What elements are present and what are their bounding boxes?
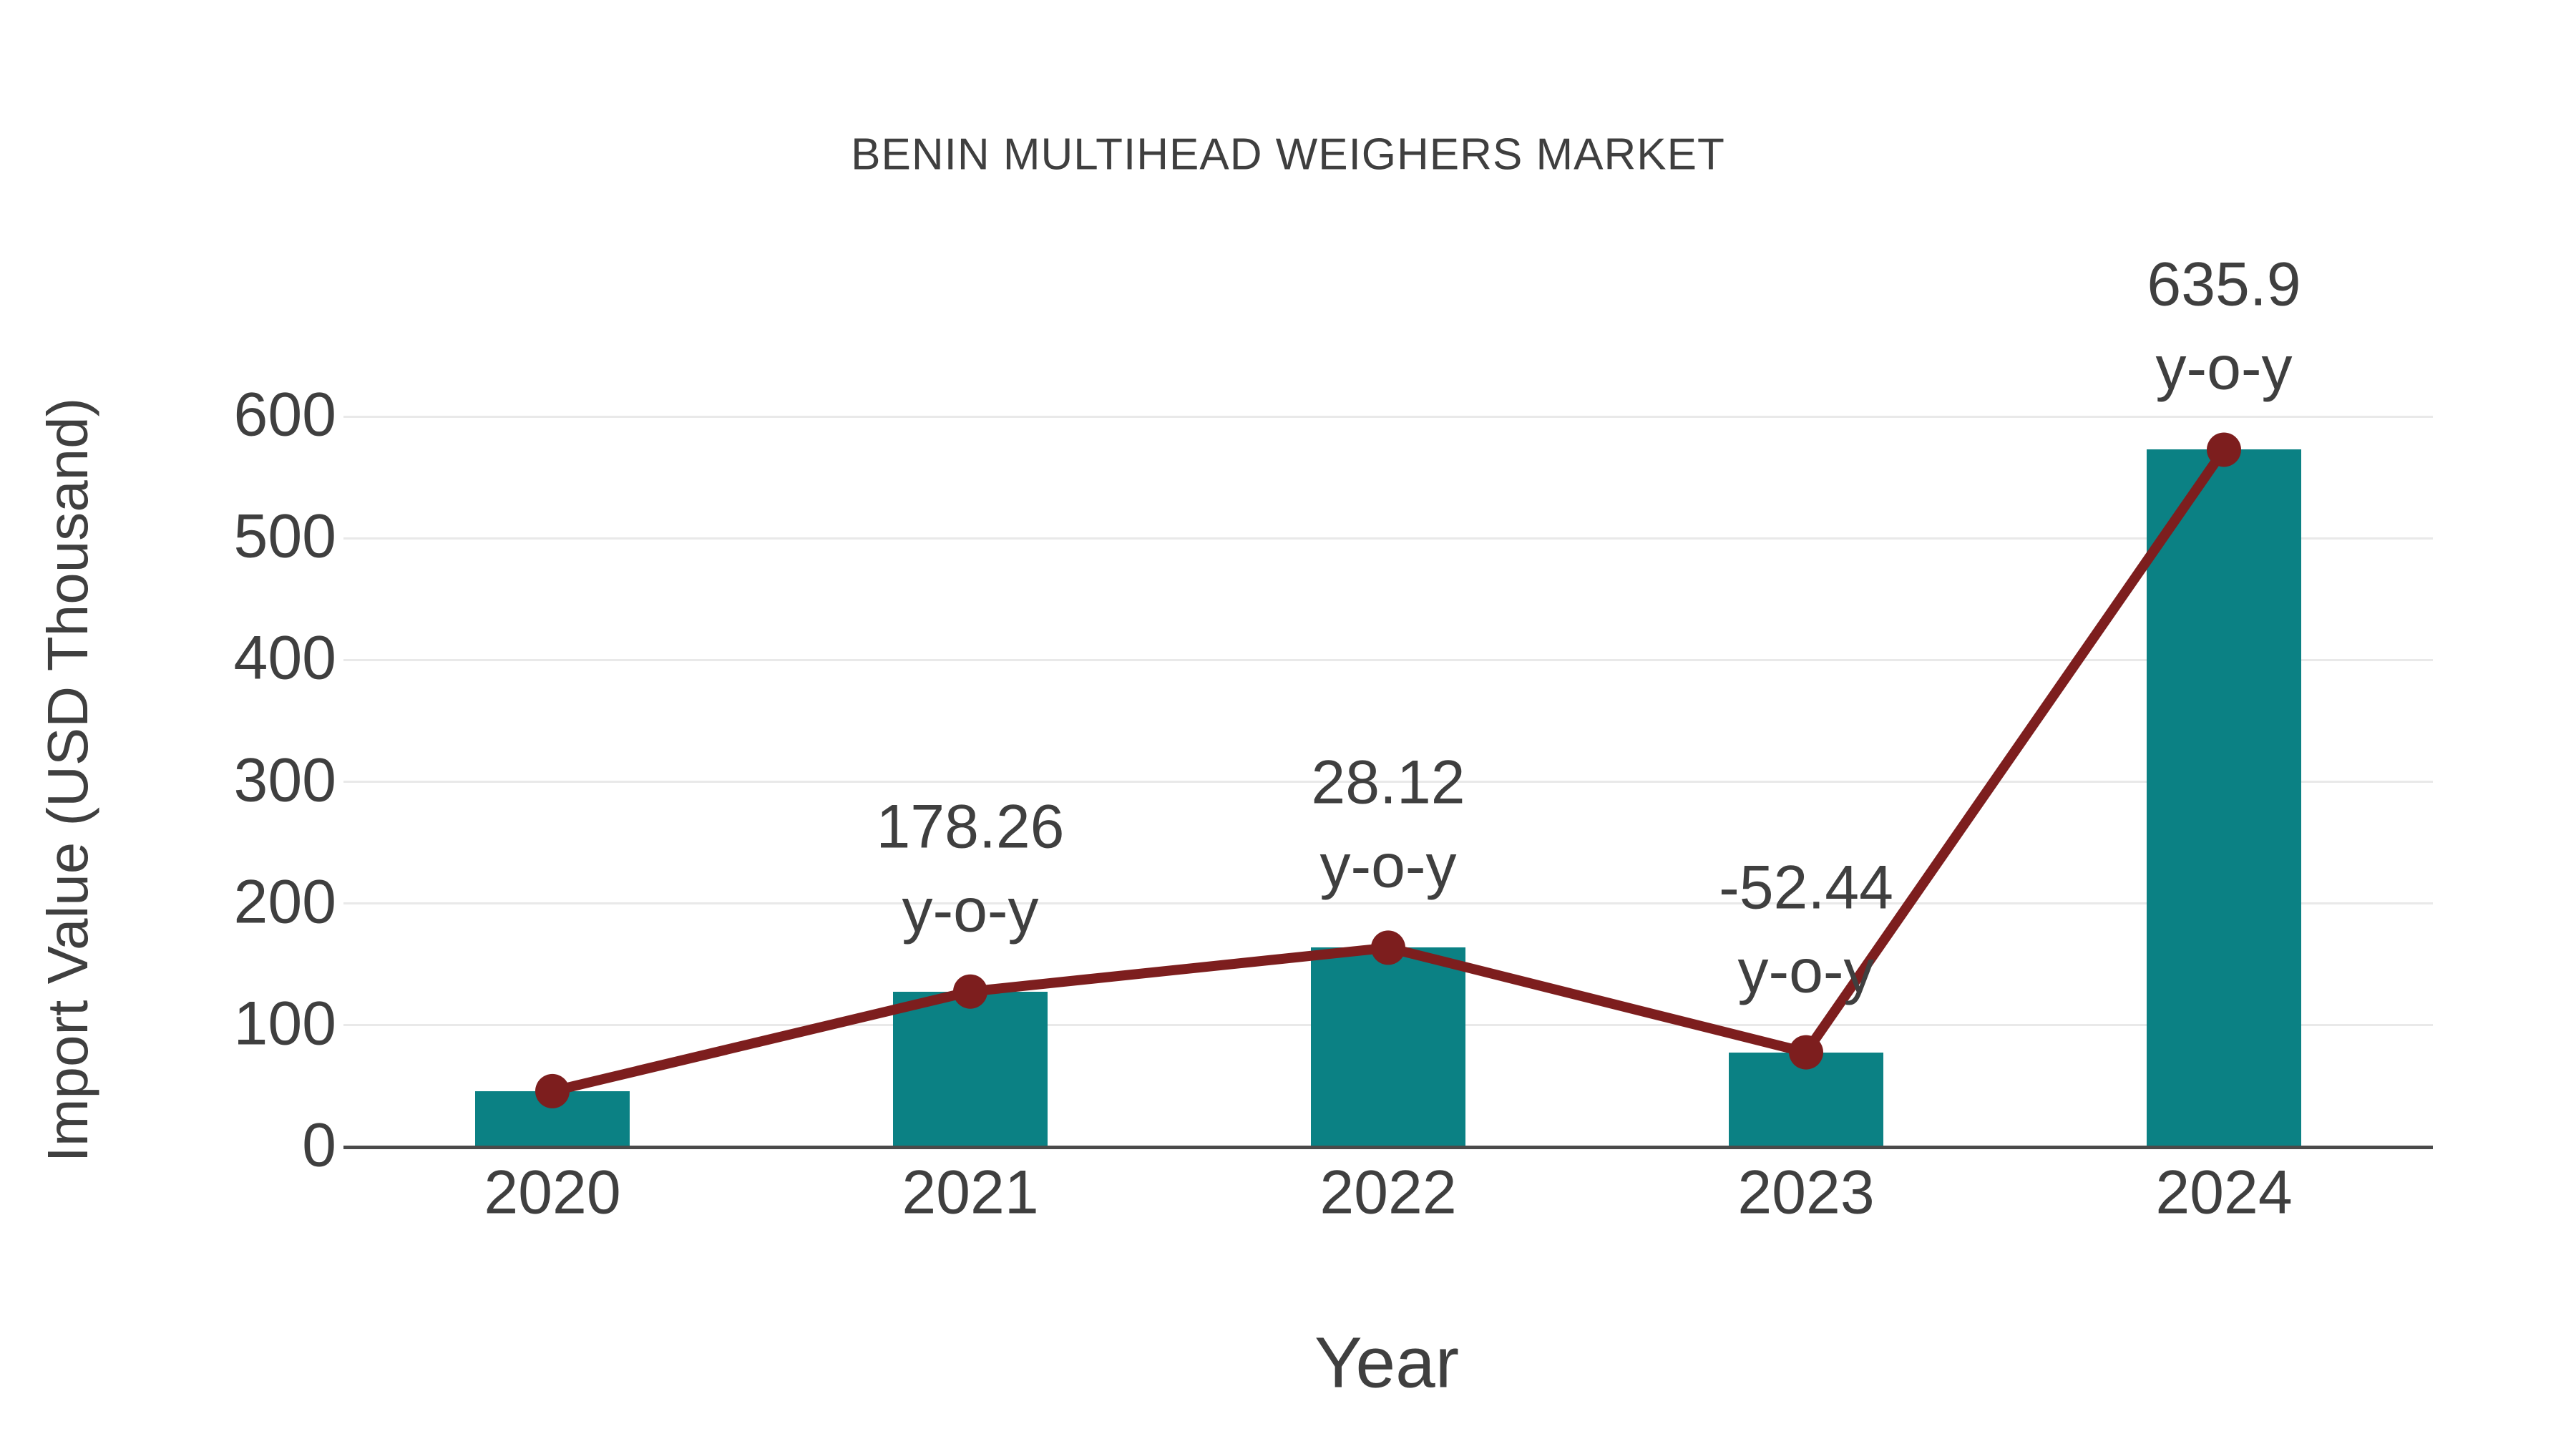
y-tick-label-500: 500 — [233, 502, 337, 571]
annotation-value-2021: 178.26 — [876, 792, 1065, 862]
annotation-unit-2021: y-o-y — [902, 876, 1039, 945]
annotation-value-2024: 635.9 — [2147, 250, 2301, 319]
x-tick-label-2024: 2024 — [2155, 1158, 2293, 1227]
x-tick-label-2022: 2022 — [1319, 1158, 1457, 1227]
y-tick-label-100: 100 — [233, 989, 337, 1058]
y-tick-label-200: 200 — [233, 867, 337, 937]
annotation-value-2023: -52.44 — [1719, 853, 1893, 922]
x-axis-line — [343, 1145, 2433, 1149]
chart-title: BENIN MULTIHEAD WEIGHERS MARKET — [851, 130, 1725, 180]
x-tick-label-2020: 2020 — [484, 1158, 621, 1227]
gridline-500 — [343, 537, 2433, 540]
bar-2021 — [893, 991, 1048, 1147]
data-point-marker-2022 — [1371, 930, 1405, 965]
gridline-200 — [343, 902, 2433, 905]
gridline-300 — [343, 781, 2433, 783]
annotation-unit-2024: y-o-y — [2155, 333, 2293, 403]
gridline-600 — [343, 415, 2433, 418]
y-tick-label-300: 300 — [233, 746, 337, 815]
bar-2024 — [2147, 449, 2301, 1147]
annotation-unit-2022: y-o-y — [1319, 831, 1457, 901]
y-tick-label-600: 600 — [233, 380, 337, 449]
data-point-marker-2023 — [1789, 1035, 1823, 1070]
y-tick-label-0: 0 — [302, 1111, 336, 1180]
x-tick-label-2023: 2023 — [1737, 1158, 1875, 1227]
data-point-marker-2020 — [535, 1073, 570, 1108]
x-axis-title: Year — [1314, 1322, 1460, 1403]
annotation-value-2022: 28.12 — [1311, 748, 1465, 817]
data-point-marker-2021 — [953, 974, 987, 1009]
y-tick-label-400: 400 — [233, 623, 337, 693]
x-tick-label-2021: 2021 — [902, 1158, 1039, 1227]
gridline-400 — [343, 658, 2433, 661]
bar-2022 — [1311, 947, 1465, 1147]
data-point-marker-2024 — [2207, 432, 2241, 467]
annotation-unit-2023: y-o-y — [1737, 937, 1875, 1006]
